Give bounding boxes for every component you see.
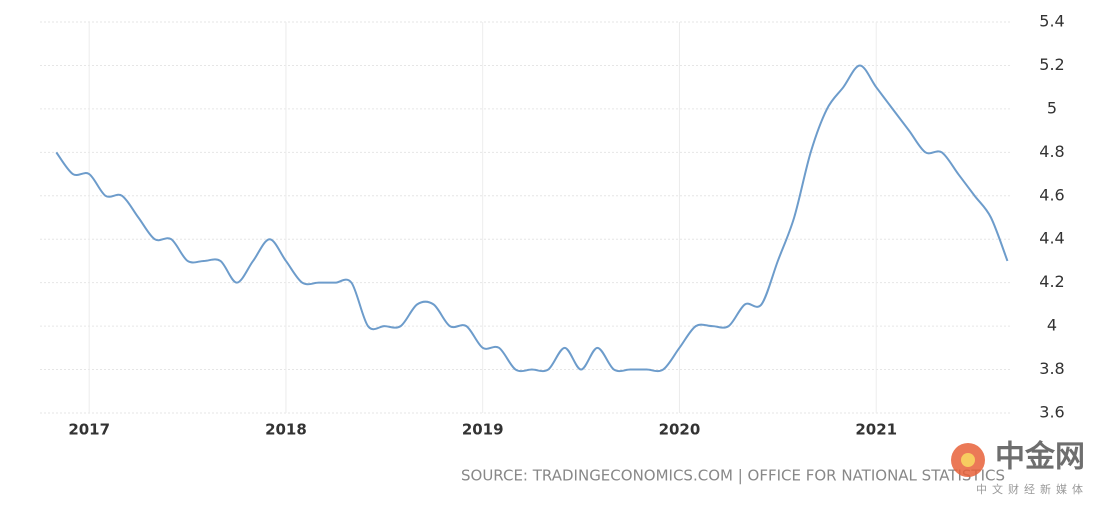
- y-tick-label: 3.6: [1039, 403, 1064, 422]
- source: SOURCE: TRADINGECONOMICS.COM | OFFICE FO…: [461, 467, 1005, 485]
- watermark: 中金网 中文财经新媒体: [951, 440, 1088, 496]
- y-tick-label: 4.6: [1039, 185, 1064, 204]
- x-tick-label: 2018: [265, 421, 307, 439]
- y-tick-label: 4.2: [1039, 272, 1064, 291]
- x-tick-label: 2019: [462, 421, 504, 439]
- plot: 3.6 3.8 4 4.2 4.4 4.6 4.8 5 5.2 5.4 2017 2018 2019 20…: [40, 12, 1065, 439]
- watermark-name: 中金网: [995, 440, 1085, 475]
- x-tick-label: 2020: [659, 421, 701, 439]
- x-tick-label: 2021: [855, 421, 897, 439]
- y-tick-label: 5.2: [1039, 55, 1064, 74]
- watermark-slogan: 中文财经新媒体: [976, 482, 1088, 496]
- x-tick-label: 2017: [68, 421, 110, 439]
- watermark-logo-inner: [961, 453, 975, 467]
- y-tick-label: 4: [1047, 316, 1057, 335]
- y-tick-label: 4.8: [1039, 142, 1064, 161]
- y-tick-label: 3.8: [1039, 359, 1064, 378]
- line: [55, 64, 1009, 373]
- y-tick-label: 5.4: [1039, 12, 1064, 31]
- y-tick-label: 4.4: [1039, 229, 1064, 248]
- y-tick-label: 5: [1047, 98, 1057, 117]
